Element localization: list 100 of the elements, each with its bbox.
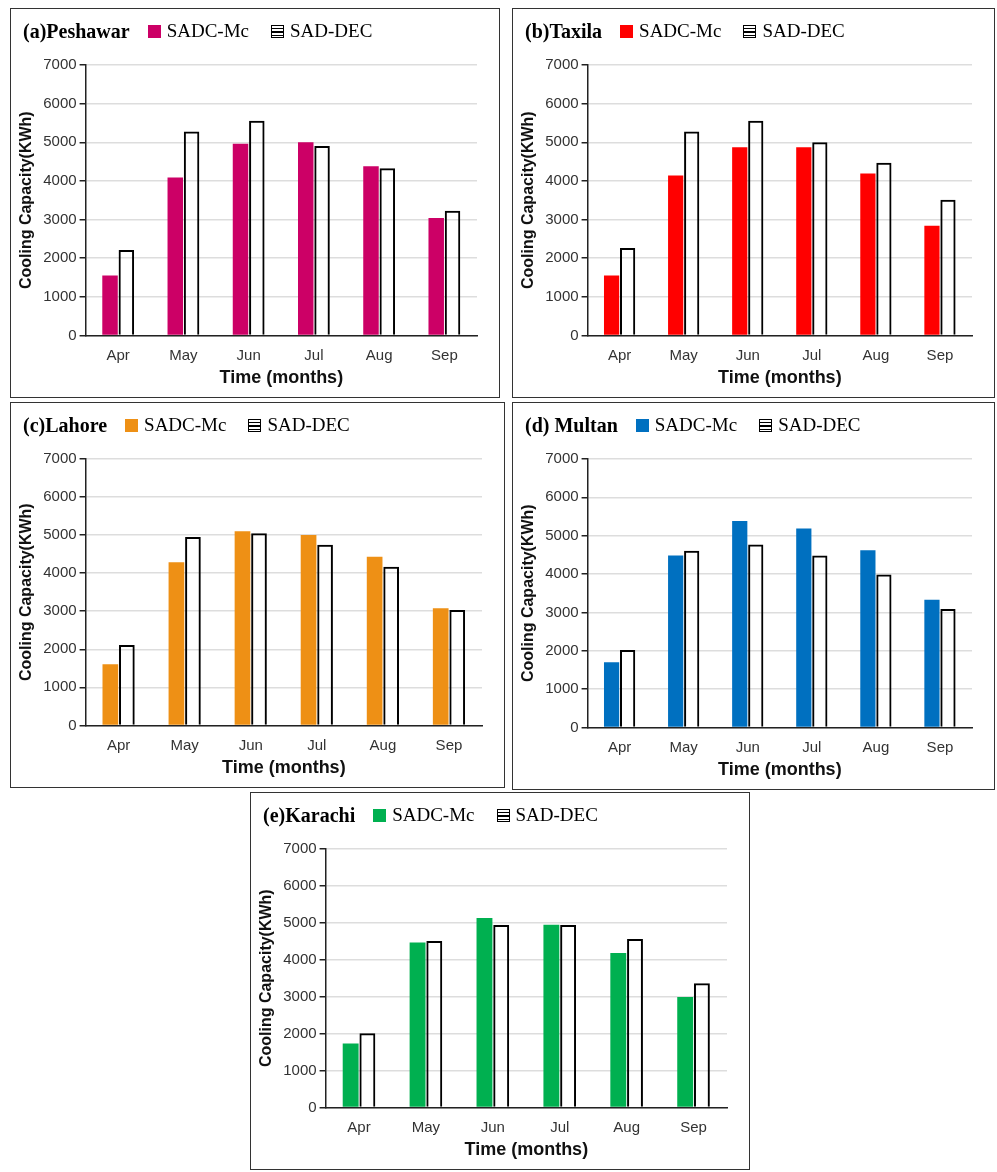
x-tick-label: Aug (862, 737, 890, 755)
y-tick-label: 0 (68, 715, 77, 733)
bar (298, 142, 314, 335)
x-tick-label: Aug (613, 1117, 640, 1135)
x-tick-label: Apr (106, 735, 131, 753)
y-tick-label: 3000 (545, 209, 579, 227)
x-tick-label: Jul (307, 735, 327, 753)
y-tick-label: 4000 (545, 171, 579, 189)
x-tick-label: Apr (607, 737, 632, 755)
chart-title: (a)Peshawar (23, 19, 130, 43)
x-tick-label: Apr (347, 1117, 371, 1135)
chart-title: (c)Lahore (23, 413, 108, 437)
x-tick-label: May (170, 735, 200, 753)
x-tick-label: May (669, 345, 699, 363)
x-tick-label: Jun (236, 345, 261, 363)
y-axis-title: Cooling Capacity(KWh) (519, 504, 537, 683)
y-tick-label: 1000 (43, 286, 77, 304)
x-tick-label: Sep (431, 345, 458, 363)
bar (234, 531, 251, 725)
y-tick-label: 4000 (43, 563, 77, 581)
y-tick-label: 3000 (43, 601, 77, 619)
y-tick-label: 3000 (43, 209, 77, 227)
y-tick-label: 4000 (545, 564, 579, 582)
x-tick-label: Jul (550, 1117, 570, 1135)
x-axis-title: Time (months) (221, 757, 346, 778)
x-tick-label: Sep (680, 1117, 707, 1135)
y-axis-title: Cooling Capacity(KWh) (17, 503, 35, 682)
y-tick-label: 6000 (545, 93, 579, 111)
x-tick-label: Apr (106, 345, 130, 363)
x-tick-label: Jul (304, 345, 324, 363)
chart-title: (d) Multan (525, 413, 618, 437)
bar (476, 918, 493, 1107)
bar (677, 997, 694, 1107)
legend-label: SAD-DEC (267, 414, 350, 436)
legend-label: SADC-Mc (654, 414, 738, 436)
chart-title: (b)Taxila (525, 19, 603, 43)
bar (860, 173, 876, 335)
x-tick-label: Aug (369, 735, 397, 753)
chart-title: (e)Karachi (263, 803, 356, 827)
y-axis-title: Cooling Capacity(KWh) (17, 111, 35, 290)
bar (860, 550, 876, 727)
y-tick-label: 7000 (43, 449, 77, 467)
y-tick-label: 5000 (545, 525, 579, 543)
y-tick-label: 6000 (283, 876, 317, 894)
x-tick-label: Jun (735, 737, 760, 755)
bar (543, 924, 560, 1107)
y-tick-label: 6000 (43, 93, 77, 111)
bar (796, 528, 812, 727)
x-axis-title: Time (months) (219, 367, 344, 388)
bar (610, 953, 627, 1107)
x-axis-title: Time (months) (717, 367, 842, 388)
bar (232, 143, 249, 335)
x-tick-label: Jul (802, 345, 822, 363)
bar (102, 664, 119, 725)
y-tick-label: 3000 (545, 602, 579, 620)
x-tick-label: Jul (802, 737, 822, 755)
x-tick-label: Aug (365, 345, 393, 363)
bar (342, 1043, 359, 1107)
y-tick-label: 0 (570, 717, 579, 735)
legend-label: SADC-Mc (166, 20, 249, 42)
y-tick-label: 0 (308, 1097, 317, 1115)
x-tick-label: Jun (735, 345, 760, 363)
bar (363, 166, 379, 335)
y-tick-label: 6000 (43, 487, 77, 505)
x-axis-title: Time (months) (464, 1139, 589, 1160)
x-tick-label: May (411, 1117, 441, 1135)
bar (300, 535, 317, 725)
bar (732, 147, 748, 335)
y-tick-label: 2000 (545, 640, 579, 658)
y-tick-label: 1000 (545, 679, 579, 697)
legend-label: SAD-DEC (778, 414, 861, 436)
x-axis-title: Time (months) (717, 759, 842, 780)
x-tick-label: Apr (607, 345, 632, 363)
y-tick-label: 4000 (283, 949, 317, 967)
y-tick-label: 2000 (43, 248, 77, 266)
x-tick-label: Sep (926, 345, 954, 363)
y-tick-label: 1000 (545, 286, 579, 304)
bar (668, 555, 684, 727)
y-tick-label: 7000 (43, 55, 77, 73)
legend-label: SADC-Mc (639, 20, 722, 42)
y-tick-label: 6000 (545, 487, 579, 505)
bar (668, 175, 684, 335)
bar (603, 662, 620, 727)
bar (168, 562, 185, 725)
x-tick-label: Sep (435, 735, 463, 753)
y-tick-label: 0 (570, 325, 579, 343)
x-tick-label: Sep (926, 737, 954, 755)
bar (796, 147, 812, 335)
bar (924, 225, 940, 335)
y-tick-label: 5000 (43, 132, 77, 150)
y-tick-label: 3000 (283, 986, 317, 1004)
x-tick-label: Jun (480, 1117, 505, 1135)
y-axis-title: Cooling Capacity(KWh) (519, 111, 537, 290)
bar (924, 599, 940, 727)
bar (732, 521, 748, 727)
legend-label: SADC-Mc (392, 804, 475, 826)
legend-label: SAD-DEC (289, 20, 373, 42)
x-tick-label: May (669, 737, 699, 755)
bar (167, 177, 184, 335)
y-tick-label: 2000 (43, 639, 77, 657)
